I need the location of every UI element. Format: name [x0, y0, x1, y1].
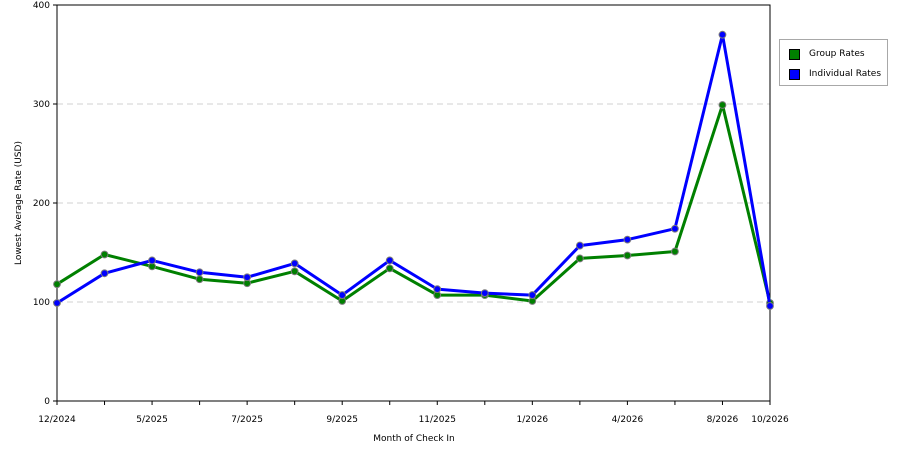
plot-frame [56, 4, 771, 402]
y-tick-label-300: 300 [33, 100, 50, 110]
data-point-1-5 [290, 259, 299, 268]
data-point-1-3 [195, 268, 204, 277]
legend-swatch-individual [789, 68, 800, 80]
data-point-1-1 [100, 269, 109, 278]
series-line-0 [56, 103, 772, 304]
data-point-0-5 [290, 267, 299, 276]
data-point-1-13 [671, 224, 679, 233]
data-point-0-3 [195, 275, 204, 284]
data-point-1-15 [766, 302, 774, 310]
x-tick-label-0: 12/2024 [38, 415, 76, 425]
legend: Group Rates Individual Rates [779, 39, 888, 86]
x-tick-label-6: 4/2026 [612, 415, 644, 425]
data-point-1-7 [385, 256, 394, 265]
data-point-1-2 [148, 256, 156, 265]
data-point-0-0 [53, 280, 61, 289]
x-tick-label-2: 7/2025 [231, 415, 263, 425]
x-axis: 12/2024 5/2025 7/2025 9/2025 11/2025 1/2026 4/… [38, 401, 789, 425]
data-point-1-10 [528, 291, 537, 299]
series-1 [53, 30, 774, 310]
data-point-1-4 [243, 273, 252, 282]
data-point-1-14 [718, 30, 727, 39]
x-tick-label-4: 11/2025 [419, 415, 456, 425]
y-tick-label-0: 0 [44, 397, 50, 407]
x-axis-title: Month of Check In [373, 434, 455, 444]
data-point-0-7 [385, 264, 394, 273]
legend-item-individual: Individual Rates [789, 67, 881, 81]
series-line-1 [56, 33, 772, 307]
data-point-1-12 [623, 235, 632, 244]
data-point-0-11 [575, 254, 584, 263]
data-point-1-6 [338, 291, 347, 299]
legend-item-group: Group Rates [789, 47, 865, 61]
data-point-0-12 [623, 251, 632, 260]
data-point-0-1 [100, 250, 109, 259]
x-tick-label-1: 5/2025 [136, 415, 168, 425]
data-point-0-13 [671, 247, 679, 256]
x-tick-label-5: 1/2026 [516, 415, 548, 425]
y-axis-title: Lowest Average Rate (USD) [14, 141, 24, 265]
data-point-1-11 [575, 241, 584, 250]
legend-label-group: Group Rates [809, 49, 865, 59]
data-point-0-14 [718, 101, 727, 109]
x-tick-label-7: 8/2026 [707, 415, 739, 425]
y-tick-label-400: 400 [33, 1, 50, 11]
data-point-1-0 [53, 299, 61, 307]
x-tick-label-8: 10/2026 [751, 415, 789, 425]
y-tick-label-100: 100 [33, 298, 50, 308]
legend-swatch-group [789, 48, 800, 60]
data-point-1-8 [433, 285, 442, 294]
y-axis: 0 100 200 300 400 [33, 1, 57, 407]
legend-label-individual: Individual Rates [809, 69, 882, 79]
data-point-1-9 [480, 289, 489, 297]
y-tick-label-200: 200 [33, 199, 50, 209]
gridlines [57, 103, 770, 303]
series [53, 30, 774, 310]
x-tick-label-3: 9/2025 [326, 415, 358, 425]
